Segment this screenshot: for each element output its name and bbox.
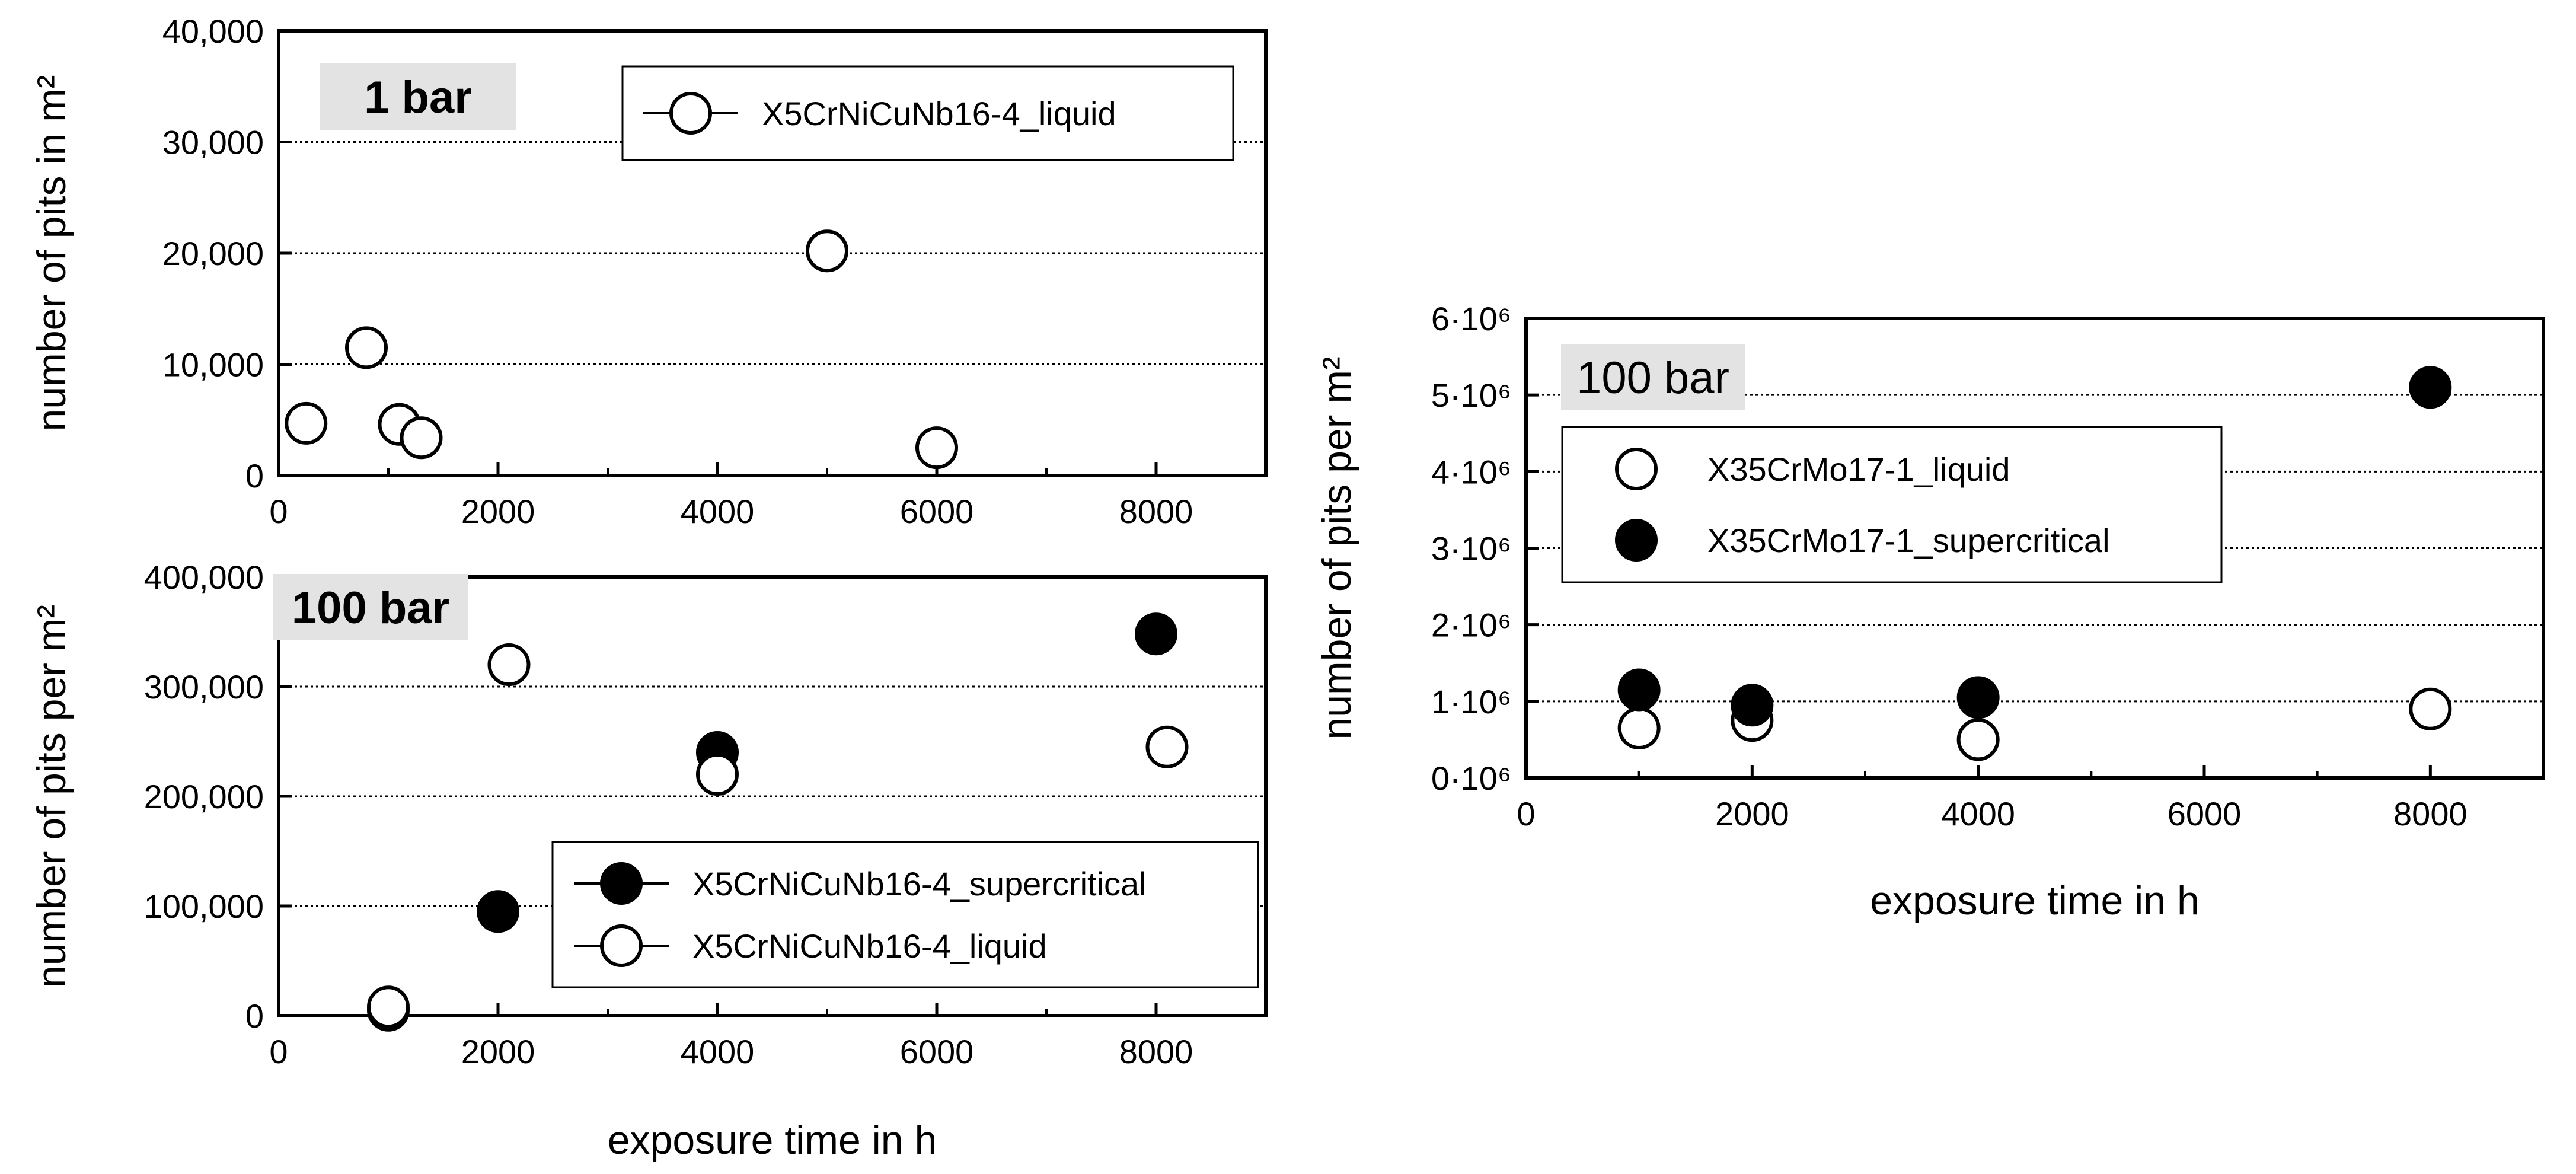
y-tick-label: 2·10⁶: [1431, 607, 1511, 644]
data-point-open: [487, 643, 531, 686]
y-axis-label: number of pits per m²: [1314, 356, 1359, 739]
legend-box: [551, 841, 1259, 988]
legend-marker-open: [1615, 448, 1658, 490]
y-tick-label: 0: [245, 457, 264, 495]
data-point-filled: [1731, 684, 1774, 727]
x-tick-label: 8000: [1119, 1033, 1193, 1070]
y-tick-label: 100,000: [144, 888, 264, 925]
y-tick-label: 20,000: [162, 235, 264, 272]
x-tick-label: 0: [269, 1033, 288, 1070]
y-tick-label: 6·10⁶: [1431, 300, 1511, 337]
legend-marker-open: [600, 924, 643, 967]
legend-marker-filled: [1615, 519, 1658, 562]
data-point-open: [367, 985, 410, 1029]
data-point-open: [2409, 687, 2452, 730]
legend-label: X5CrNiCuNb16-4_supercritical: [692, 865, 1147, 902]
data-point-open: [806, 229, 848, 273]
chart-panel-3: 0·10⁶ 1·10⁶ 2·10⁶ 3·10⁶ 4·10⁶ 5·10⁶ 6·10⁶ 0 2000…: [1314, 300, 2545, 923]
panel-label-box: [1561, 344, 1745, 410]
data-point-open: [400, 416, 443, 460]
data-point-open: [696, 753, 739, 796]
panel-label: 100 bar: [1576, 353, 1729, 403]
x-tick-label: 6000: [900, 1033, 974, 1070]
panel-label-box: [273, 574, 468, 640]
data-point-open: [915, 426, 958, 470]
legend-label: X5CrNiCuNb16-4_liquid: [762, 95, 1116, 132]
panel-label: 1 bar: [364, 72, 472, 123]
x-tick-label: 4000: [681, 493, 755, 530]
x-tick-label: 8000: [1119, 493, 1193, 530]
y-tick-label: 0·10⁶: [1431, 760, 1511, 797]
legend-label: X5CrNiCuNb16-4_liquid: [692, 927, 1047, 965]
y-tick-label: 200,000: [144, 778, 264, 815]
y-axis-label: number of pits in m²: [29, 75, 74, 432]
y-tick-label: 10,000: [162, 346, 264, 384]
x-tick-label: 6000: [2168, 795, 2242, 832]
x-tick-label: 0: [269, 493, 288, 530]
y-tick-label: 400,000: [144, 559, 264, 596]
x-tick-label: 8000: [2393, 795, 2468, 832]
y-tick-label: 1·10⁶: [1431, 683, 1511, 720]
chart-panel-1: 0 10,000 20,000 30,000 40,000 0 2000 4000 6000 80…: [29, 12, 1268, 530]
x-tick-label: 6000: [900, 493, 974, 530]
x-axis-label: exposure time in h: [1870, 878, 2200, 923]
x-tick-label: 2000: [461, 493, 535, 530]
data-point-open: [285, 401, 328, 445]
data-point-open: [1617, 707, 1661, 750]
y-tick-label: 30,000: [162, 124, 264, 161]
legend-label: X35CrMo17-1_liquid: [1707, 451, 2010, 488]
y-tick-label: 0: [245, 997, 264, 1035]
legend-marker-filled: [600, 862, 643, 905]
legend-marker-open: [669, 92, 712, 135]
x-tick-label: 2000: [1715, 795, 1789, 832]
panel-label: 100 bar: [292, 583, 449, 633]
x-tick-label: 0: [1517, 795, 1535, 832]
data-point-filled: [1956, 676, 2000, 719]
y-tick-label: 300,000: [144, 668, 264, 706]
x-axis-label: exposure time in h: [608, 1118, 937, 1163]
data-point-filled: [1617, 668, 1661, 712]
data-point-open: [345, 326, 388, 369]
y-tick-label: 3·10⁶: [1431, 530, 1511, 567]
data-point-filled: [477, 890, 519, 933]
x-tick-label: 2000: [461, 1033, 535, 1070]
x-tick-label: 4000: [1941, 795, 2015, 832]
y-tick-label: 4·10⁶: [1431, 453, 1511, 490]
y-tick-label: 40,000: [162, 12, 264, 50]
data-point-filled: [2409, 366, 2452, 409]
legend-box: [1561, 426, 2223, 583]
data-point-open: [1145, 725, 1189, 768]
data-point-open: [1956, 718, 2000, 761]
legend-label: X35CrMo17-1_supercritical: [1707, 522, 2110, 559]
y-axis-label: number of pits per m²: [29, 605, 74, 988]
data-point-filled: [1135, 612, 1177, 656]
chart-panel-2: 0 100,000 200,000 300,000 400,000 0 2000 4000 60…: [29, 559, 1268, 1163]
x-tick-label: 4000: [681, 1033, 755, 1070]
panel-label-box: [320, 63, 516, 130]
y-tick-label: 5·10⁶: [1431, 377, 1511, 414]
